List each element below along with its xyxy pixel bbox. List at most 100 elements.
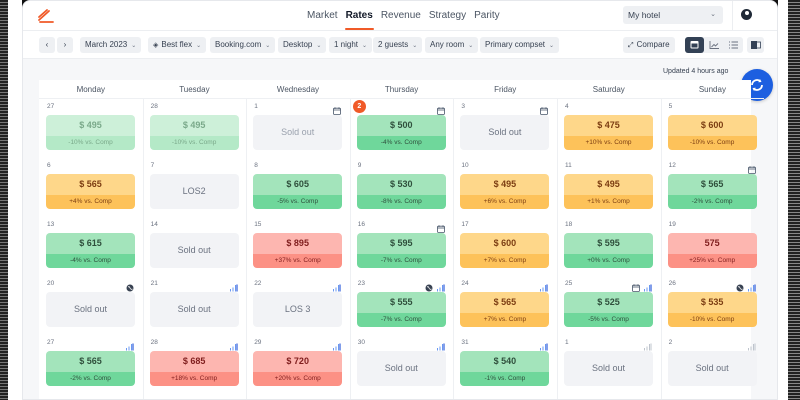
- bar-chart-icon[interactable]: [539, 279, 548, 297]
- calendar-day-cell[interactable]: 23 $ 555 -7% vs. Comp: [350, 276, 453, 335]
- nav-parity[interactable]: Parity: [474, 10, 500, 21]
- rate-card[interactable]: $ 605 -5% vs. Comp: [253, 174, 343, 209]
- calendar-day-cell[interactable]: 26 $ 535 -10% vs. Comp: [661, 276, 764, 335]
- calendar-day-cell[interactable]: 1 Sold out: [246, 99, 349, 158]
- rate-card-unavailable[interactable]: LOS2: [149, 174, 239, 209]
- calendar-day-cell[interactable]: 22 LOS 3: [246, 276, 349, 335]
- next-month-button[interactable]: ›: [57, 37, 73, 53]
- rate-card-unavailable[interactable]: LOS 3: [253, 292, 343, 327]
- bar-chart-icon[interactable]: [332, 338, 341, 356]
- calendar-day-cell[interactable]: 3 Sold out: [453, 99, 556, 158]
- rate-card-unavailable[interactable]: Sold out: [149, 292, 239, 327]
- rate-card[interactable]: $ 555 -7% vs. Comp: [356, 292, 446, 327]
- room-select[interactable]: Any room ⌄: [425, 37, 479, 53]
- prev-month-button[interactable]: ‹: [39, 37, 55, 53]
- calendar-icon[interactable]: [540, 102, 549, 120]
- bar-chart-icon[interactable]: [747, 338, 756, 356]
- nav-rates[interactable]: Rates: [342, 1, 377, 31]
- calendar-day-cell[interactable]: 2 $ 500 -4% vs. Comp: [350, 99, 453, 158]
- export-excel-button[interactable]: [747, 37, 764, 53]
- calendar-day-cell[interactable]: 6 $ 565 +4% vs. Comp: [39, 158, 142, 217]
- bar-chart-icon[interactable]: [539, 338, 548, 356]
- calendar-day-cell[interactable]: 1 Sold out: [557, 335, 660, 394]
- calendar-day-cell[interactable]: 25 $ 525 -5% vs. Comp: [557, 276, 660, 335]
- rate-card[interactable]: $ 595 +0% vs. Comp: [564, 233, 653, 268]
- calendar-day-cell[interactable]: 17 $ 600 +7% vs. Comp: [453, 217, 556, 276]
- calendar-day-cell[interactable]: 19 575 +25% vs. Comp: [661, 217, 764, 276]
- rate-card[interactable]: $ 595 -7% vs. Comp: [356, 233, 446, 268]
- calendar-icon[interactable]: [747, 161, 756, 179]
- nav-strategy[interactable]: Strategy: [428, 10, 467, 21]
- rate-card-unavailable[interactable]: Sold out: [253, 115, 343, 150]
- rate-card-unavailable[interactable]: Sold out: [356, 351, 446, 386]
- calendar-view-button[interactable]: [685, 37, 704, 53]
- rate-card[interactable]: $ 540 -1% vs. Comp: [460, 351, 550, 386]
- calendar-icon[interactable]: [436, 102, 445, 120]
- rate-card[interactable]: $ 500 -4% vs. Comp: [356, 115, 446, 150]
- chart-view-button[interactable]: [705, 37, 724, 53]
- bar-chart-icon[interactable]: [436, 338, 445, 356]
- rate-card[interactable]: $ 495 +1% vs. Comp: [564, 174, 653, 209]
- calendar-day-cell[interactable]: 7 LOS2: [143, 158, 246, 217]
- nav-revenue[interactable]: Revenue: [380, 10, 421, 21]
- rate-card-unavailable[interactable]: Sold out: [564, 351, 653, 386]
- rate-card[interactable]: $ 565 -2% vs. Comp: [46, 351, 135, 386]
- rate-card[interactable]: $ 600 +7% vs. Comp: [460, 233, 550, 268]
- calendar-day-cell[interactable]: 24 $ 565 +7% vs. Comp: [453, 276, 556, 335]
- device-select[interactable]: Desktop ⌄: [278, 37, 327, 53]
- calendar-day-cell[interactable]: 21 Sold out: [143, 276, 246, 335]
- rate-card[interactable]: $ 530 -8% vs. Comp: [356, 174, 446, 209]
- bar-chart-icon[interactable]: [125, 338, 134, 356]
- rate-card-unavailable[interactable]: Sold out: [149, 233, 239, 268]
- rate-card[interactable]: $ 600 -10% vs. Comp: [667, 115, 757, 150]
- rate-card[interactable]: $ 895 +37% vs. Comp: [253, 233, 343, 268]
- calendar-icon[interactable]: [436, 220, 445, 238]
- calendar-day-cell[interactable]: 20 Sold out: [39, 276, 142, 335]
- calendar-day-cell[interactable]: 11 $ 495 +1% vs. Comp: [557, 158, 660, 217]
- calendar-day-cell[interactable]: 2 Sold out: [661, 335, 764, 394]
- bar-chart-icon[interactable]: [643, 279, 652, 297]
- bar-chart-icon[interactable]: [436, 279, 445, 297]
- rate-select[interactable]: ◈ Best flex ⌄: [148, 37, 207, 53]
- rate-card[interactable]: $ 495 +6% vs. Comp: [460, 174, 550, 209]
- calendar-day-cell[interactable]: 14 Sold out: [143, 217, 246, 276]
- calendar-day-cell[interactable]: 27 $ 495 -10% vs. Comp: [39, 99, 142, 158]
- globe-icon[interactable]: [425, 279, 433, 297]
- month-select[interactable]: March 2023 ⌄: [80, 37, 142, 53]
- rate-card-unavailable[interactable]: Sold out: [460, 115, 550, 150]
- bar-chart-icon[interactable]: [747, 279, 756, 297]
- rate-card[interactable]: $ 720 +20% vs. Comp: [253, 351, 343, 386]
- bar-chart-icon[interactable]: [332, 279, 341, 297]
- rate-card[interactable]: $ 525 -5% vs. Comp: [564, 292, 653, 327]
- hotel-select[interactable]: My hotel ⌄: [623, 6, 723, 24]
- rate-card[interactable]: $ 495 -10% vs. Comp: [149, 115, 239, 150]
- calendar-day-cell[interactable]: 27 $ 565 -2% vs. Comp: [39, 335, 142, 394]
- calendar-day-cell[interactable]: 9 $ 530 -8% vs. Comp: [350, 158, 453, 217]
- rate-card[interactable]: $ 475 +10% vs. Comp: [564, 115, 653, 150]
- calendar-icon[interactable]: [632, 279, 640, 297]
- calendar-day-cell[interactable]: 15 $ 895 +37% vs. Comp: [246, 217, 349, 276]
- calendar-day-cell[interactable]: 4 $ 475 +10% vs. Comp: [557, 99, 660, 158]
- guests-select[interactable]: 2 guests ⌄: [373, 37, 423, 53]
- rate-card[interactable]: 575 +25% vs. Comp: [667, 233, 757, 268]
- calendar-day-cell[interactable]: 8 $ 605 -5% vs. Comp: [246, 158, 349, 217]
- compset-select[interactable]: Primary compset ⌄: [480, 37, 560, 53]
- rate-card[interactable]: $ 685 +18% vs. Comp: [149, 351, 239, 386]
- globe-icon[interactable]: [126, 279, 134, 297]
- calendar-day-cell[interactable]: 12 $ 565 -2% vs. Comp: [661, 158, 764, 217]
- compare-button[interactable]: ⤢ Compare: [623, 37, 675, 53]
- calendar-day-cell[interactable]: 31 $ 540 -1% vs. Comp: [453, 335, 556, 394]
- calendar-day-cell[interactable]: 13 $ 615 -4% vs. Comp: [39, 217, 142, 276]
- rate-card[interactable]: $ 495 -10% vs. Comp: [46, 115, 135, 150]
- nav-market[interactable]: Market: [307, 10, 338, 21]
- los-select[interactable]: 1 night ⌄: [329, 37, 373, 53]
- user-avatar-icon[interactable]: [741, 9, 752, 20]
- brand-logo-icon[interactable]: [37, 8, 55, 24]
- notification-badge[interactable]: 2: [352, 100, 366, 113]
- rate-card[interactable]: $ 565 -2% vs. Comp: [667, 174, 757, 209]
- calendar-day-cell[interactable]: 5 $ 600 -10% vs. Comp: [661, 99, 764, 158]
- rate-card[interactable]: $ 535 -10% vs. Comp: [667, 292, 757, 327]
- bar-chart-icon[interactable]: [229, 338, 238, 356]
- calendar-day-cell[interactable]: 30 Sold out: [350, 335, 453, 394]
- bar-chart-icon[interactable]: [229, 279, 238, 297]
